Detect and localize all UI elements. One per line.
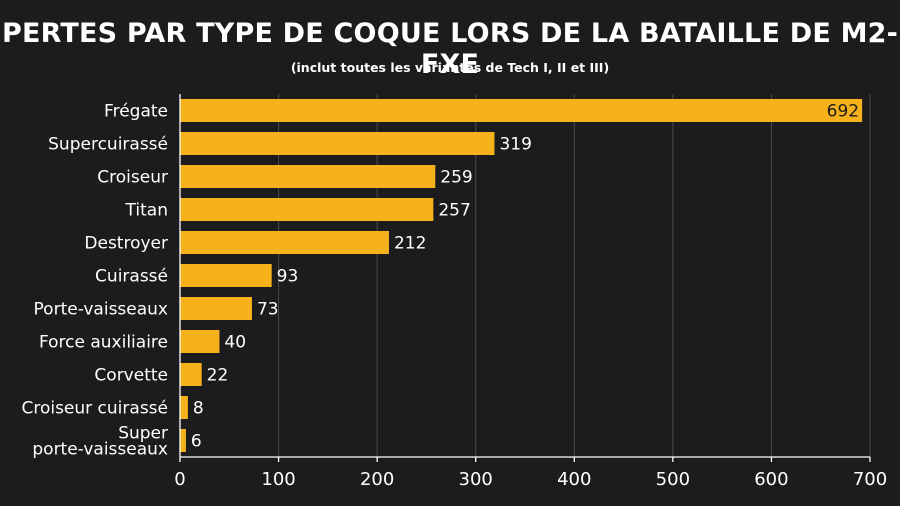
value-label-2: 259 (440, 168, 472, 188)
x-tick-label-6: 600 (754, 469, 788, 490)
bar-10 (180, 429, 186, 452)
category-label-0: Frégate (104, 102, 168, 122)
value-label-7: 40 (224, 333, 246, 353)
x-tick-label-2: 200 (360, 469, 394, 490)
category-label-8: Corvette (94, 366, 168, 386)
bar-3 (180, 198, 434, 221)
x-tick-label-5: 500 (656, 469, 690, 490)
value-label-8: 22 (207, 366, 229, 386)
bar-6 (180, 297, 252, 320)
category-label-1: Supercuirassé (48, 135, 168, 155)
value-label-5: 93 (277, 267, 299, 287)
x-tick-label-7: 700 (853, 469, 887, 490)
value-label-0: 692 (827, 102, 859, 122)
category-label-6: Porte-vaisseaux (34, 300, 168, 320)
category-label-3: Titan (125, 201, 168, 221)
value-label-9: 8 (193, 399, 204, 419)
category-label-7: Force auxiliaire (39, 333, 168, 353)
bar-9 (180, 396, 188, 419)
bar-8 (180, 363, 202, 386)
value-label-4: 212 (394, 234, 426, 254)
value-label-3: 257 (438, 201, 470, 221)
value-label-10: 6 (191, 432, 202, 452)
x-tick-label-1: 100 (261, 469, 295, 490)
category-label-2: Croiseur (97, 168, 168, 188)
bar-4 (180, 231, 389, 254)
value-label-6: 73 (257, 300, 279, 320)
category-label-4: Destroyer (84, 234, 168, 254)
bar-0 (180, 99, 863, 122)
category-label-10: Super porte-vaisseaux (32, 424, 168, 460)
chart-subtitle: (inclut toutes les variantes de Tech I, … (290, 60, 610, 75)
bar-1 (180, 132, 495, 155)
x-tick-label-3: 300 (459, 469, 493, 490)
bar-2 (180, 165, 436, 188)
x-tick-label-0: 0 (174, 469, 185, 490)
category-label-9: Croiseur cuirassé (21, 399, 168, 419)
x-tick-label-4: 400 (557, 469, 591, 490)
value-label-1: 319 (499, 135, 531, 155)
bar-7 (180, 330, 220, 353)
category-label-5: Cuirassé (95, 267, 168, 287)
bar-5 (180, 264, 272, 287)
chart-title: PERTES PAR TYPE DE COQUE LORS DE LA BATA… (1, 18, 899, 80)
